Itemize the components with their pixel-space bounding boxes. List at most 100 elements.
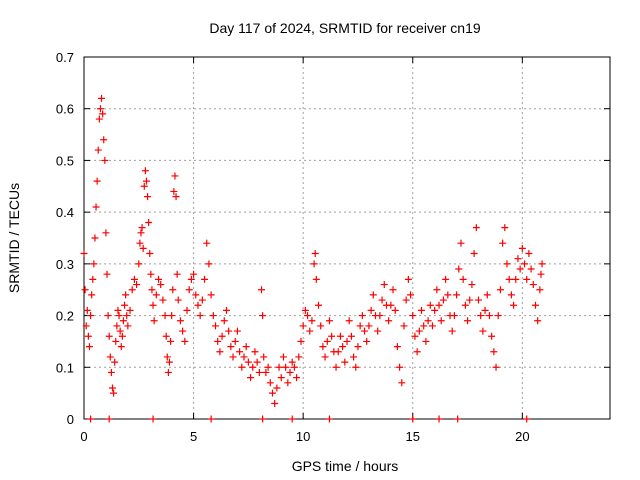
- data-point: [325, 317, 333, 325]
- data-points: [80, 94, 546, 423]
- data-point: [290, 363, 298, 371]
- x-tick-label: 15: [406, 429, 420, 444]
- data-point: [128, 286, 136, 294]
- data-point: [396, 363, 404, 371]
- data-point: [496, 286, 504, 294]
- data-point: [518, 244, 526, 252]
- data-point: [100, 136, 108, 144]
- data-point: [136, 239, 144, 247]
- data-point: [422, 337, 430, 345]
- y-tick-label: 0.2: [56, 309, 74, 324]
- data-point: [222, 306, 230, 314]
- data-point: [450, 312, 458, 320]
- data-point: [258, 286, 266, 294]
- data-point: [137, 229, 145, 237]
- data-point: [369, 291, 377, 299]
- data-point: [391, 306, 399, 314]
- data-point: [240, 353, 248, 361]
- data-point: [99, 110, 107, 118]
- data-point: [409, 415, 417, 423]
- data-point: [94, 146, 102, 154]
- data-point: [288, 358, 296, 366]
- data-point: [91, 234, 99, 242]
- data-point: [207, 415, 215, 423]
- data-point: [229, 353, 237, 361]
- plot-frame: [83, 56, 611, 420]
- axis-ticks: 0 0.1 0.2 0.3 0.4 0.5 0.6 0.7 0 5 10 15 20: [56, 50, 610, 444]
- data-point: [328, 332, 336, 340]
- data-point: [319, 343, 327, 351]
- data-point: [165, 358, 173, 366]
- data-point: [325, 415, 333, 423]
- data-point: [190, 270, 198, 278]
- data-point: [380, 281, 388, 289]
- data-point: [492, 363, 500, 371]
- data-point: [244, 358, 252, 366]
- data-point: [293, 374, 301, 382]
- data-point: [457, 239, 465, 247]
- y-tick-label: 0: [67, 412, 74, 427]
- data-point: [155, 275, 163, 283]
- data-point: [133, 281, 141, 289]
- data-point: [201, 275, 209, 283]
- data-point: [214, 337, 222, 345]
- data-point: [306, 327, 314, 335]
- data-point: [527, 265, 535, 273]
- data-point: [407, 291, 415, 299]
- data-point: [354, 343, 362, 351]
- data-point: [80, 250, 88, 258]
- data-point: [341, 358, 349, 366]
- data-point: [301, 306, 309, 314]
- data-point: [152, 291, 160, 299]
- data-point: [135, 260, 143, 268]
- data-point: [332, 363, 340, 371]
- data-point: [266, 379, 274, 387]
- data-point: [264, 363, 272, 371]
- data-point: [435, 415, 443, 423]
- data-point: [284, 379, 292, 387]
- data-point: [398, 379, 406, 387]
- data-point: [185, 286, 193, 294]
- data-point: [494, 312, 502, 320]
- data-point: [117, 343, 125, 351]
- data-point: [413, 348, 421, 356]
- data-point: [114, 306, 122, 314]
- data-point: [516, 265, 524, 273]
- data-point: [163, 353, 171, 361]
- data-point: [169, 286, 177, 294]
- data-point: [107, 368, 115, 376]
- data-point: [105, 332, 113, 340]
- data-point: [84, 332, 92, 340]
- data-point: [352, 363, 360, 371]
- data-point: [174, 296, 182, 304]
- data-point: [173, 270, 181, 278]
- data-point: [149, 301, 157, 309]
- y-tick-label: 0.5: [56, 153, 74, 168]
- data-point: [167, 337, 175, 345]
- data-point: [321, 353, 329, 361]
- data-point: [116, 327, 124, 335]
- data-point: [144, 193, 152, 201]
- data-point: [85, 343, 93, 351]
- y-tick-label: 0.3: [56, 257, 74, 272]
- data-point: [225, 327, 233, 335]
- data-point: [212, 322, 219, 330]
- data-point: [299, 322, 307, 330]
- y-tick-label: 0.4: [56, 205, 74, 220]
- data-point: [262, 368, 270, 376]
- grid-lines: [84, 57, 610, 419]
- data-point: [311, 250, 319, 258]
- data-point: [260, 353, 268, 361]
- data-point: [142, 177, 150, 185]
- data-point: [103, 270, 111, 278]
- data-point: [89, 275, 97, 283]
- data-point: [123, 312, 131, 320]
- data-point: [253, 358, 261, 366]
- data-point: [148, 286, 156, 294]
- data-point: [105, 415, 113, 423]
- data-point: [187, 275, 195, 283]
- data-point: [393, 343, 401, 351]
- data-point: [162, 332, 170, 340]
- data-point: [523, 275, 531, 283]
- data-point: [231, 337, 239, 345]
